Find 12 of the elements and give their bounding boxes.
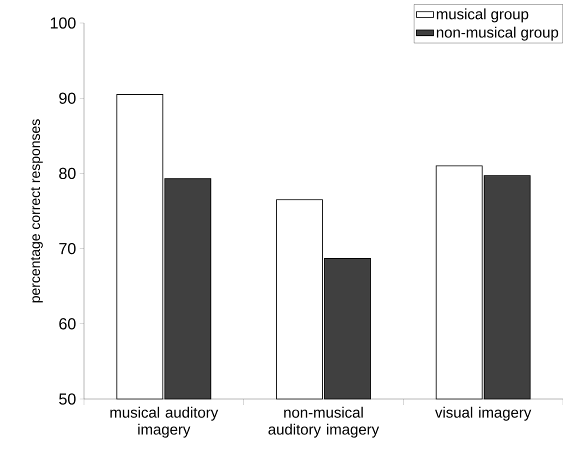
y-tick-label: 60 [59,318,76,330]
y-tick-label: 50 [59,393,76,405]
y-axis-title: percentage correct responses [30,119,43,302]
y-tick-label: 70 [59,242,76,254]
y-tick-label: 90 [59,92,76,104]
x-tick-label: musical auditory imagery [110,406,218,438]
x-tick-label: non-musical auditory imagery [268,406,380,438]
legend-label: non-musical group [436,26,558,41]
legend-label: musical group [436,8,528,22]
x-tick-label: visual imagery [435,406,532,421]
y-tick-label: 80 [59,168,76,180]
y-tick-label: 100 [50,17,76,29]
